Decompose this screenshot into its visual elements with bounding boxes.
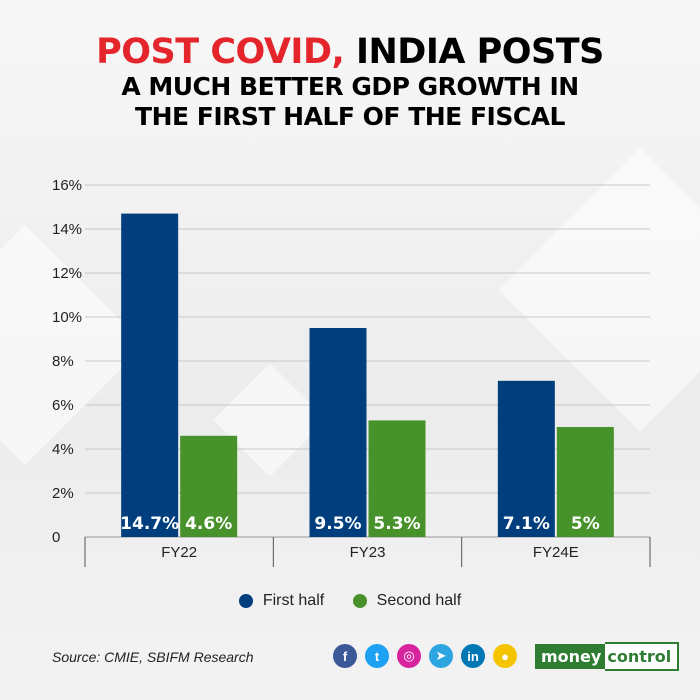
legend: First half Second half: [0, 592, 700, 613]
koo-icon[interactable]: ●: [493, 644, 517, 668]
y-tick-label: 0: [52, 529, 60, 546]
bar: [497, 380, 555, 537]
y-tick-label: 8%: [52, 353, 74, 370]
y-tick-label: 10%: [52, 309, 82, 326]
title-line3: THE FIRST HALF OF THE FISCAL: [135, 102, 565, 131]
x-tick-label: FY22: [161, 544, 197, 561]
bar: [368, 420, 426, 537]
title-line1: INDIA POSTS: [344, 32, 604, 72]
data-label: 7.1%: [503, 514, 550, 534]
x-tick-label: FY24E: [533, 544, 579, 561]
data-label: 5.3%: [373, 514, 420, 534]
title-line2: A MUCH BETTER GDP GROWTH IN: [121, 72, 579, 101]
bar: [121, 213, 179, 537]
y-tick-label: 6%: [52, 397, 74, 414]
moneycontrol-logo: money control: [535, 641, 680, 671]
y-tick-label: 12%: [52, 265, 82, 282]
y-tick-label: 16%: [52, 177, 82, 194]
twitter-icon[interactable]: t: [365, 644, 389, 668]
instagram-icon[interactable]: ◎: [397, 644, 421, 668]
telegram-icon[interactable]: ➤: [429, 644, 453, 668]
data-label: 9.5%: [314, 514, 361, 534]
bar: [309, 328, 367, 537]
bar: [556, 427, 614, 537]
facebook-icon[interactable]: f: [333, 644, 357, 668]
x-tick-label: FY23: [350, 544, 386, 561]
legend-item-second-half: Second half: [352, 592, 462, 610]
title-highlight: POST COVID,: [96, 32, 345, 72]
legend-swatch: [352, 594, 367, 608]
bar: [180, 435, 238, 537]
chart-title: POST COVID, INDIA POSTS A MUCH BETTER GD…: [0, 32, 700, 132]
y-tick-label: 14%: [52, 221, 82, 238]
source-note: Source: CMIE, SBIFM Research: [52, 649, 254, 665]
data-label: 14.7%: [120, 514, 179, 534]
legend-label: Second half: [376, 592, 462, 609]
y-tick-label: 4%: [52, 441, 74, 458]
social-icons: f t ◎ ➤ in ●: [333, 644, 517, 668]
brand-part1: money: [535, 643, 606, 669]
legend-label: First half: [262, 592, 325, 609]
legend-swatch: [238, 594, 253, 608]
brand-part2: control: [605, 641, 680, 671]
legend-item-first-half: First half: [238, 592, 325, 610]
y-tick-label: 2%: [52, 485, 74, 502]
data-label: 4.6%: [185, 514, 232, 534]
linkedin-icon[interactable]: in: [461, 644, 485, 668]
data-label: 5%: [571, 514, 600, 534]
